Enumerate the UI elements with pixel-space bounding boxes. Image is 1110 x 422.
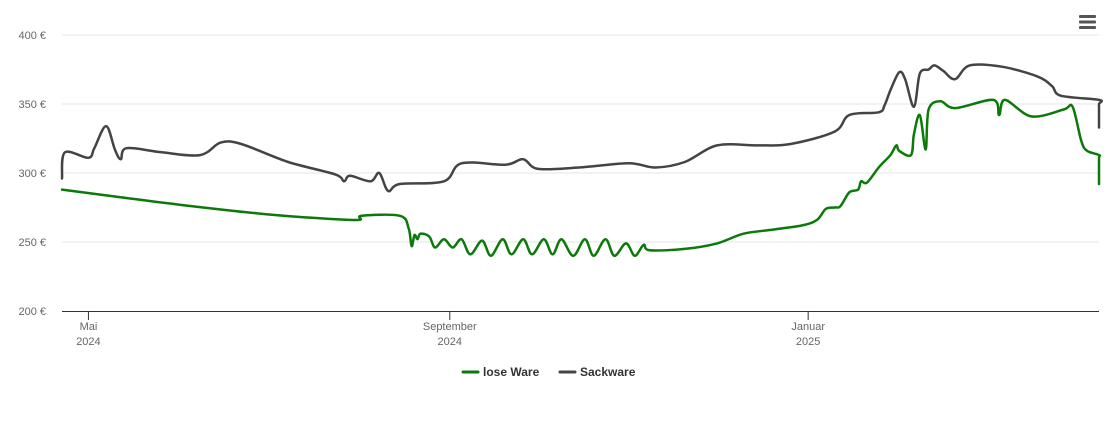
x-tick-sublabel: 2025 (796, 336, 820, 348)
hamburger-menu-icon (1079, 15, 1096, 29)
legend-item-lose-ware[interactable]: lose Ware (461, 365, 540, 379)
x-tick-sublabel: 2024 (438, 336, 462, 348)
x-tick-label: September (423, 321, 477, 333)
legend-label: lose Ware (483, 365, 540, 379)
legend-label: Sackware (580, 365, 636, 379)
x-tick-label: Januar (791, 321, 825, 333)
x-axis: Mai 2024 September 2024 Januar 2025 (62, 311, 1099, 348)
series-lines (60, 63, 1104, 258)
y-tick-label: 250 € (18, 237, 46, 249)
grid-lines (62, 34, 1099, 243)
y-tick-label: 400 € (18, 30, 46, 42)
x-tick-sublabel: 2024 (76, 336, 100, 348)
y-axis: 200 € 250 € 300 € 350 € 400 € (18, 30, 46, 318)
x-tick-label: Mai (80, 321, 98, 333)
legend-item-sackware[interactable]: Sackware (558, 365, 636, 379)
y-tick-label: 300 € (18, 168, 46, 180)
y-tick-label: 200 € (18, 306, 46, 318)
y-tick-label: 350 € (18, 99, 46, 111)
legend: lose Ware Sackware (461, 365, 636, 379)
series-line-lose-ware[interactable] (60, 98, 1102, 258)
chart-menu-button[interactable] (1076, 12, 1100, 32)
series-line-sackware[interactable] (60, 63, 1104, 193)
